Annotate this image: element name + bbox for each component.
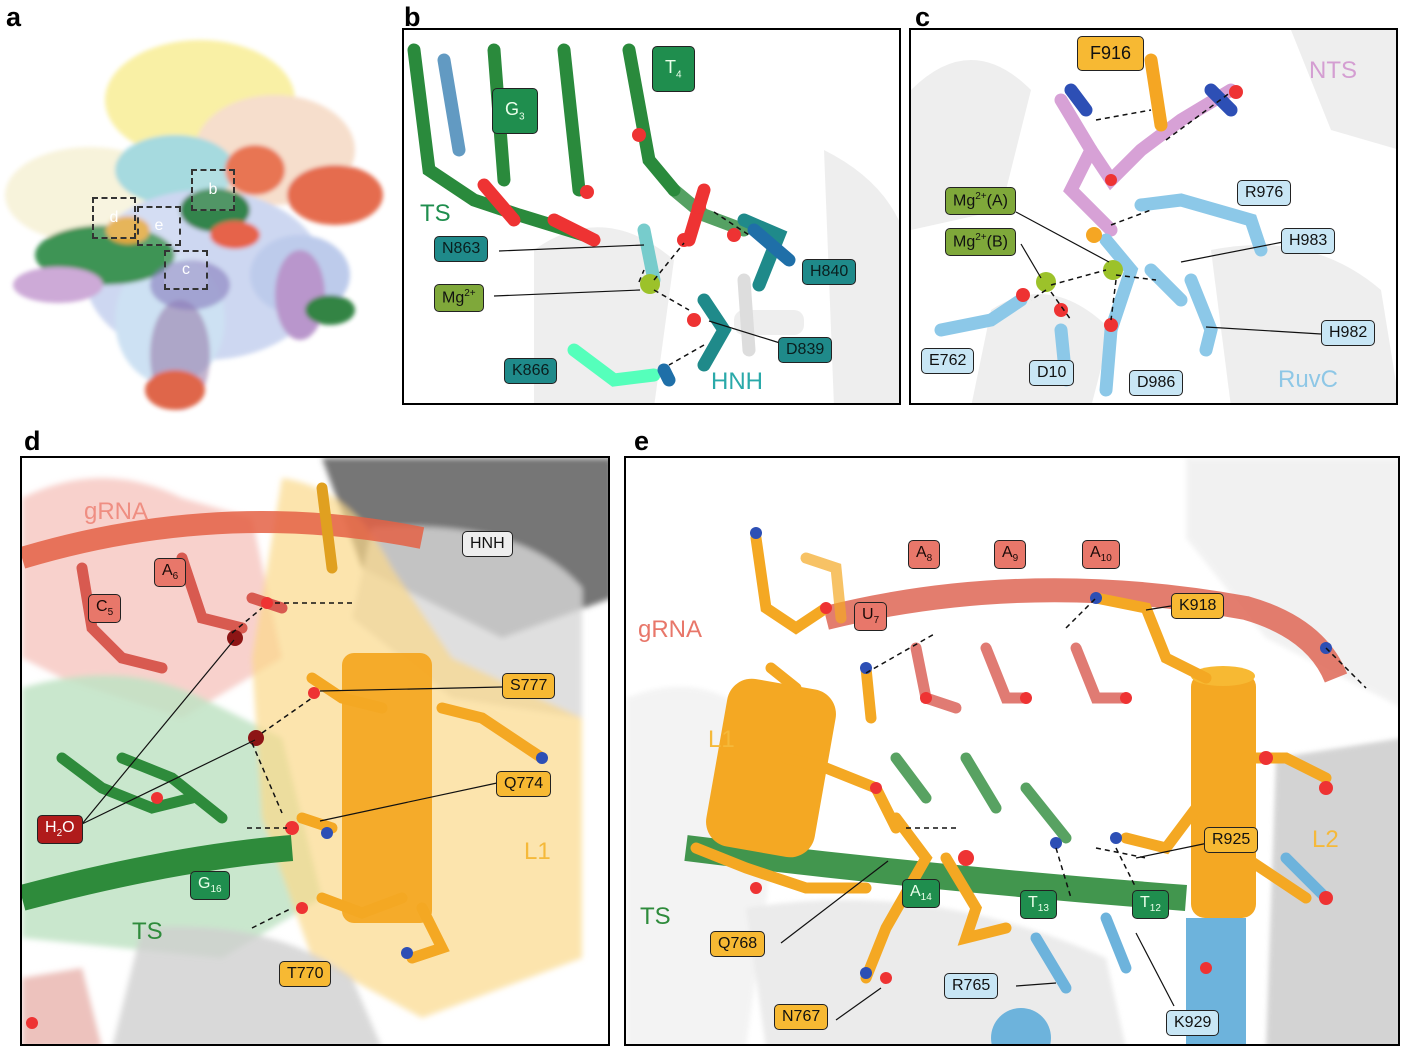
label-A14: A14 (902, 879, 940, 908)
label-gRNA: gRNA (84, 498, 149, 525)
label-TS: TS (132, 918, 163, 945)
label-A6: A6 (154, 558, 187, 587)
panel-b-structure-image (407, 43, 899, 403)
label-H2O: H2O (37, 815, 83, 844)
label-R976: R976 (1237, 180, 1292, 207)
label-D10: D10 (1029, 360, 1075, 387)
label-E762: E762 (921, 348, 975, 375)
label-HNH: HNH (462, 531, 513, 558)
label-G3: G3 (492, 88, 538, 135)
label-H982: H982 (1321, 320, 1376, 347)
label-R765: R765 (944, 973, 999, 1000)
label-T770: T770 (279, 961, 332, 988)
label-L1: L1 (708, 726, 735, 753)
label-TS: TS (420, 200, 451, 227)
panel-label-e: e (634, 426, 650, 456)
panel-d: gRNA HNH A6 C5 S777 Q774 H2O L1 G16 TS T… (20, 456, 610, 1046)
label-Q768: Q768 (710, 931, 766, 958)
label-RuvC: RuvC (1278, 366, 1339, 393)
label-S777: S777 (502, 673, 556, 700)
panel-label-b: b (404, 2, 421, 32)
label-N767: N767 (774, 1004, 829, 1031)
label-N863: N863 (434, 236, 489, 263)
panel-label-a: a (6, 2, 22, 32)
label-Mg: Mg2+ (434, 284, 484, 312)
label-Q774: Q774 (496, 771, 552, 798)
label-F916: F916 (1077, 36, 1145, 71)
label-T12: T12 (1132, 890, 1169, 919)
panel-e-structure-image (626, 458, 1398, 1044)
label-D839: D839 (778, 337, 833, 364)
label-gRNA: gRNA (638, 616, 703, 643)
panel-label-c: c (915, 2, 931, 32)
label-H840: H840 (802, 259, 857, 286)
label-A10: A10 (1082, 540, 1120, 569)
label-A9: A9 (994, 540, 1027, 569)
label-K866: K866 (504, 358, 558, 385)
zoom-box-d: d (92, 197, 136, 239)
zoom-box-b: b (191, 169, 235, 211)
label-K918: K918 (1171, 593, 1225, 620)
label-U7: U7 (854, 602, 888, 631)
zoom-box-c: c (164, 250, 208, 290)
label-NTS: NTS (1309, 57, 1357, 84)
label-G16: G16 (190, 871, 230, 900)
panel-b: G3 T4 TS N863 Mg2+ H840 D839 K866 HNH (402, 28, 901, 405)
label-T13: T13 (1020, 890, 1057, 919)
panel-d-structure-image (22, 458, 608, 1044)
label-MgB: Mg2+(B) (945, 228, 1016, 256)
label-K929: K929 (1166, 1010, 1220, 1037)
label-D986: D986 (1129, 370, 1184, 397)
label-MgA: Mg2+(A) (945, 187, 1016, 215)
label-L1: L1 (524, 838, 551, 865)
panel-c-structure-image (911, 30, 1396, 403)
label-H983: H983 (1281, 228, 1336, 255)
panel-label-d: d (24, 426, 41, 456)
label-HNH: HNH (711, 368, 763, 395)
label-L2: L2 (1312, 826, 1339, 853)
label-A8: A8 (908, 540, 941, 569)
panel-e: A8 A9 A10 gRNA U7 K918 L1 R925 L2 A14 TS… (624, 456, 1400, 1046)
panel-a-structure: d b e c (0, 20, 395, 420)
protein-surface-image (5, 40, 383, 410)
panel-c: F916 NTS R976 Mg2+(A) Mg2+(B) H983 H982 … (909, 28, 1398, 405)
label-R925: R925 (1204, 827, 1259, 854)
label-C5: C5 (88, 594, 122, 623)
label-TS: TS (640, 903, 671, 930)
zoom-box-e: e (137, 206, 181, 246)
label-T4: T4 (652, 46, 695, 93)
